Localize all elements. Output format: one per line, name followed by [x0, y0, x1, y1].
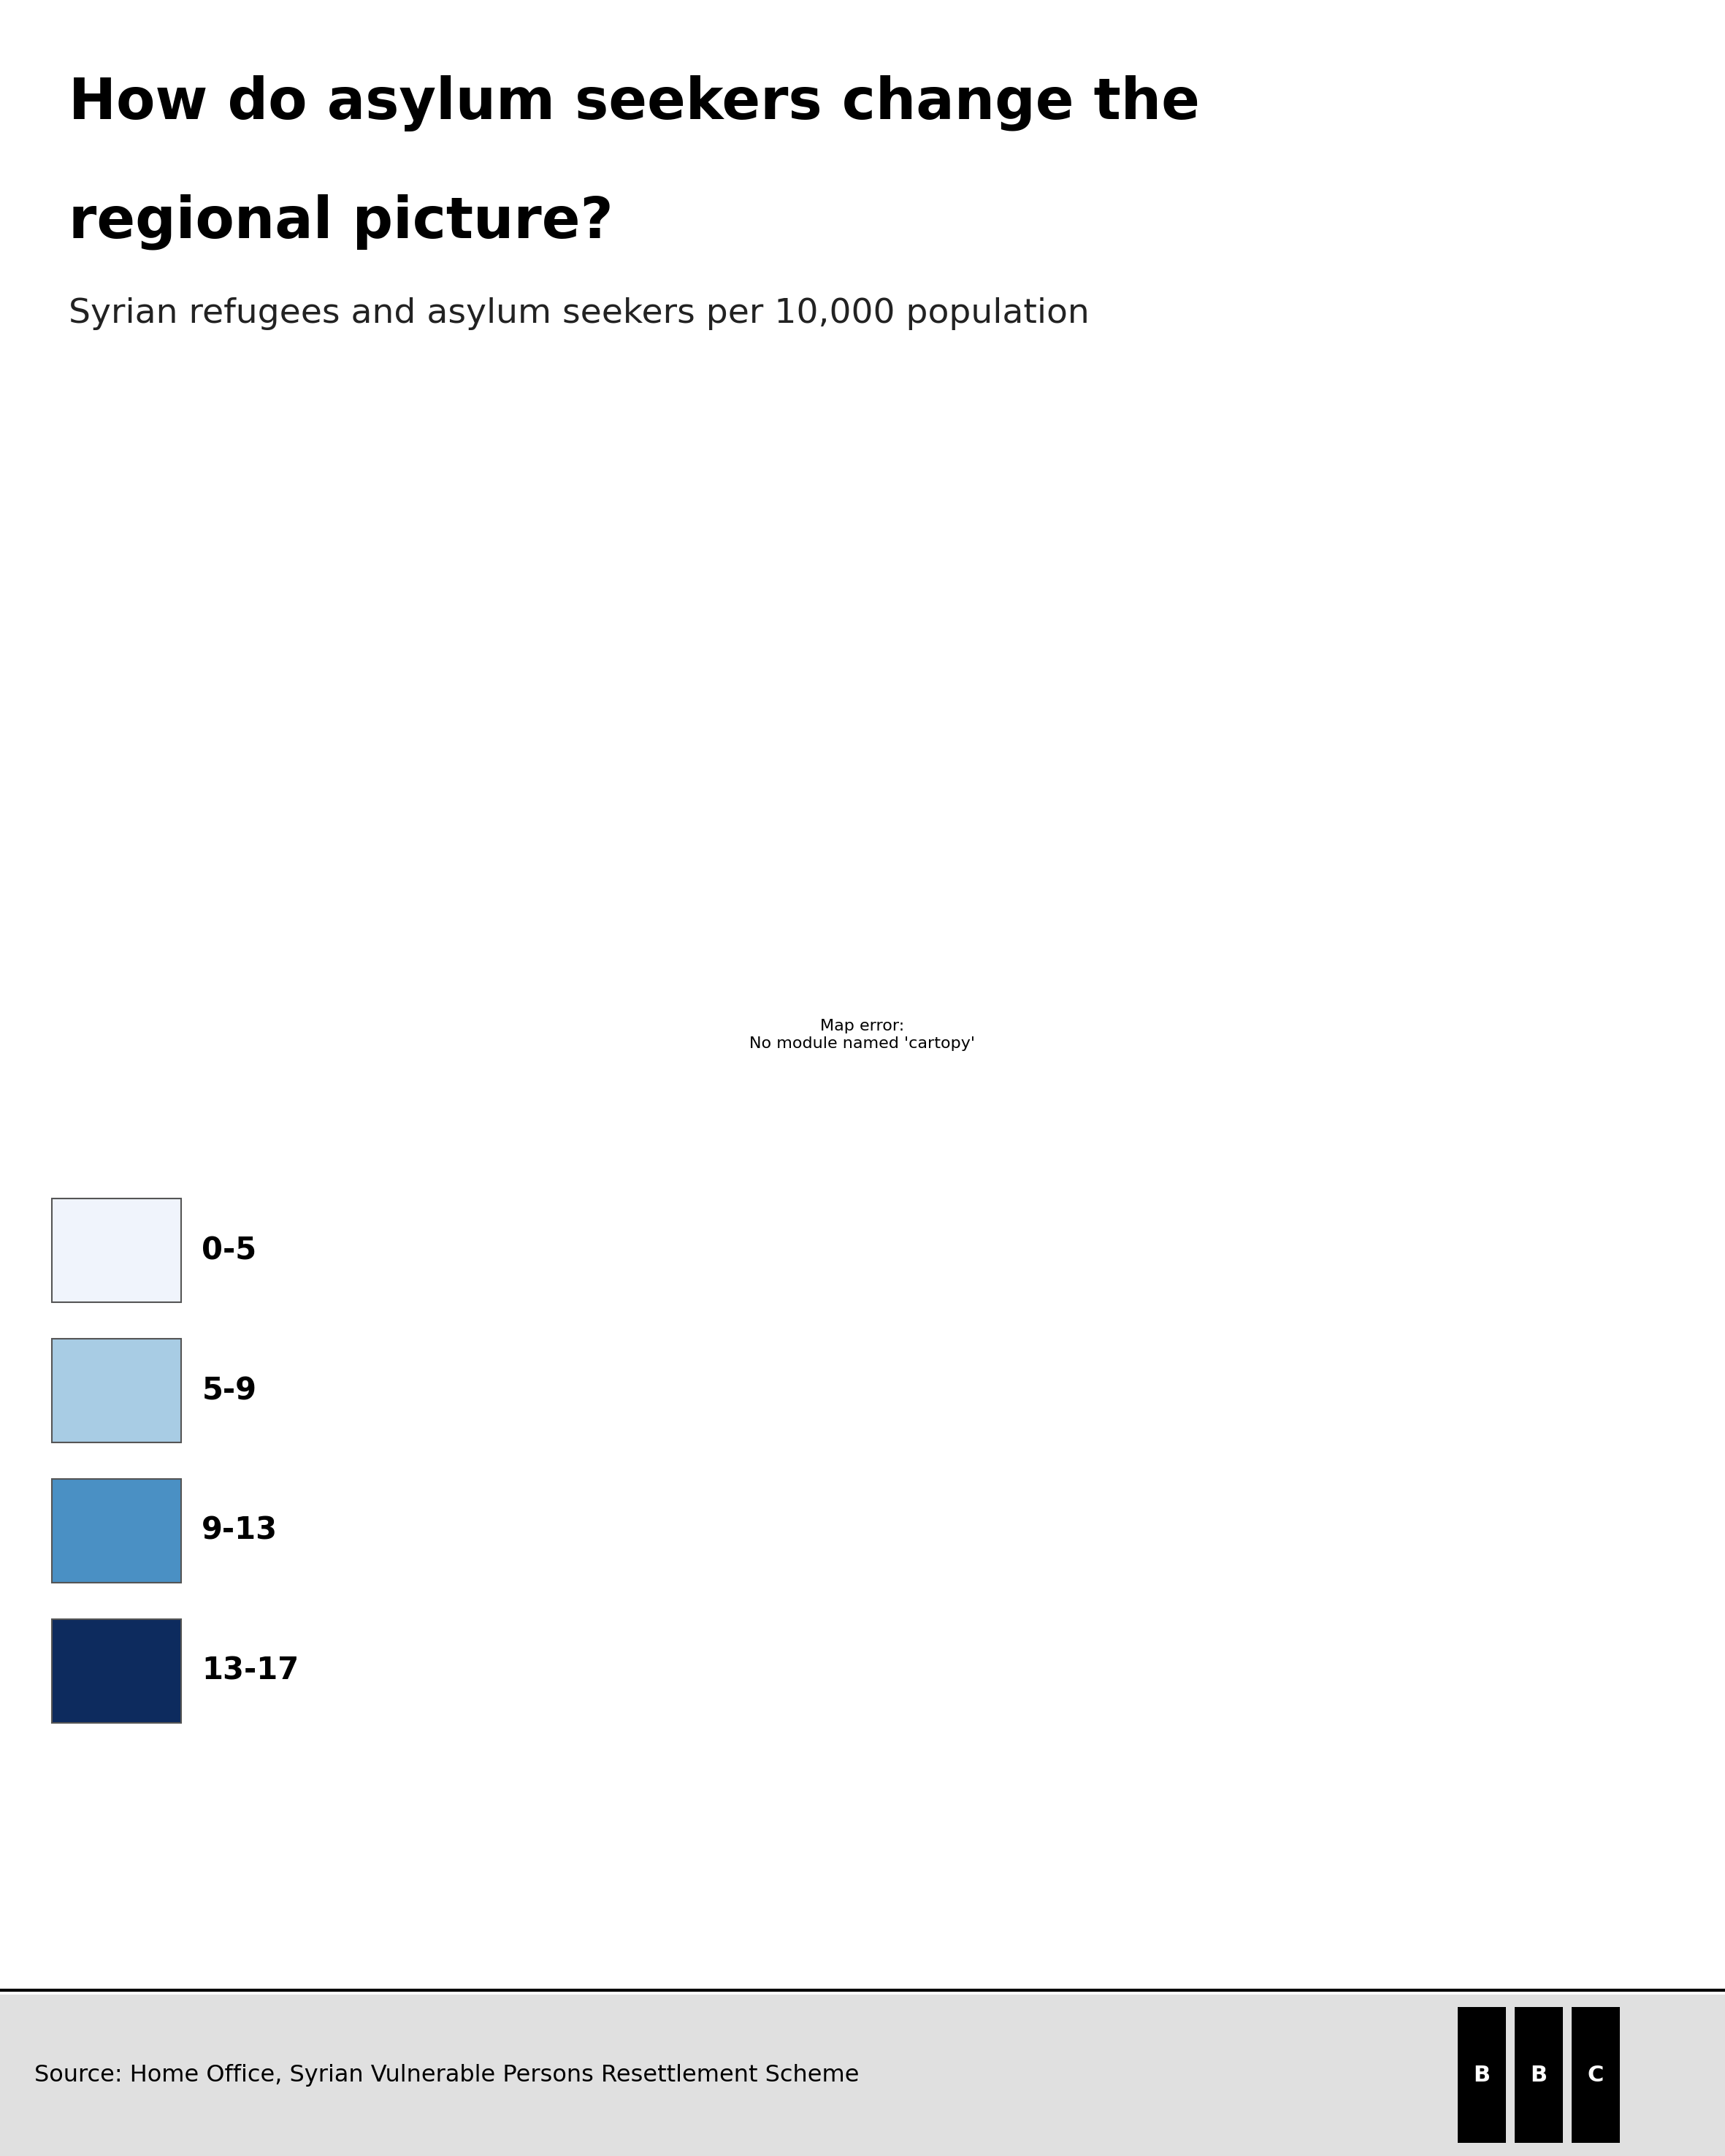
- Text: 5-9: 5-9: [202, 1376, 257, 1406]
- Text: 13-17: 13-17: [202, 1656, 298, 1686]
- Text: 0-5: 0-5: [202, 1235, 257, 1266]
- Text: 9-13: 9-13: [202, 1516, 278, 1546]
- Text: Syrian refugees and asylum seekers per 10,000 population: Syrian refugees and asylum seekers per 1…: [69, 298, 1090, 330]
- Text: Map error:
No module named 'cartopy': Map error: No module named 'cartopy': [750, 1020, 975, 1050]
- Text: How do asylum seekers change the: How do asylum seekers change the: [69, 75, 1201, 132]
- Bar: [1458, 2007, 1506, 2143]
- Text: B: B: [1473, 2065, 1490, 2085]
- Text: regional picture?: regional picture?: [69, 194, 614, 250]
- Bar: [1515, 2007, 1563, 2143]
- Text: Source: Home Office, Syrian Vulnerable Persons Resettlement Scheme: Source: Home Office, Syrian Vulnerable P…: [34, 2063, 859, 2087]
- Text: B: B: [1530, 2065, 1547, 2085]
- Bar: [1571, 2007, 1620, 2143]
- Text: C: C: [1587, 2065, 1604, 2085]
